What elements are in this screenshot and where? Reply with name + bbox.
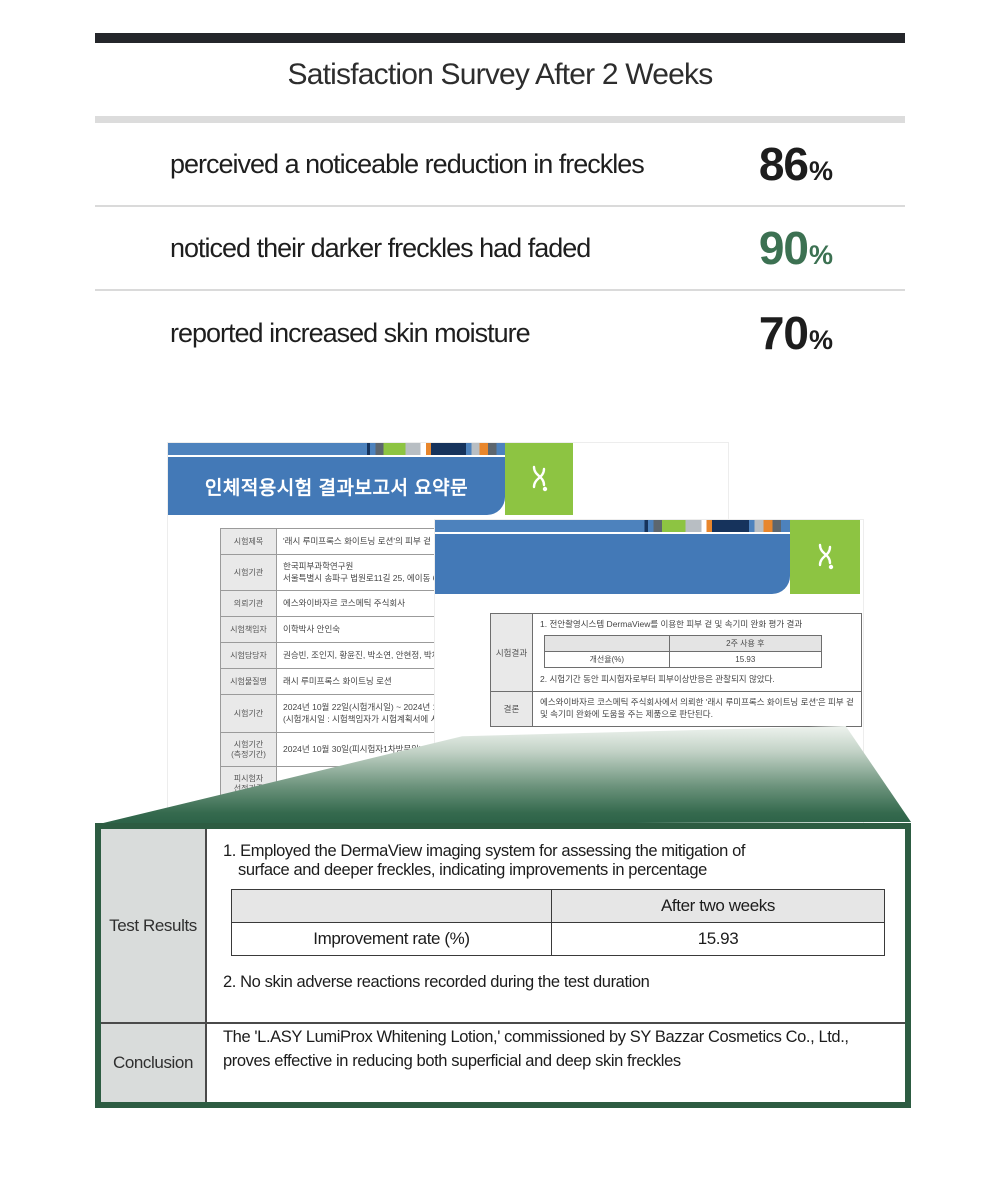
conclusion-row: 결론 에스와이바자르 코스메틱 주식회사에서 의뢰한 '래시 루미프록스 화이트… [491,692,861,726]
result-item-2: 2. No skin adverse reactions recorded du… [223,973,650,991]
result-item-1: 1. 전안촬영시스템 DermaView를 이용한 피부 겉 및 속기미 완화 … [540,619,803,629]
doc2-result-table: 시험결과 1. 전안촬영시스템 DermaView를 이용한 피부 겉 및 속기… [490,613,862,727]
improvement-rate-label: Improvement rate (%) [231,922,552,956]
test-result-row: 시험결과 1. 전안촬영시스템 DermaView를 이용한 피부 겉 및 속기… [491,614,861,693]
top-accent-bar [95,33,905,43]
doc2-header [435,520,863,594]
survey-row-freckle-reduction: perceived a noticeable reduction in frec… [95,123,905,207]
conclusion-text: The 'L.ASY LumiProx Whitening Lotion,' c… [223,1028,849,1070]
improvement-rate-value: 15.93 [550,922,886,956]
empty-header-cell [231,889,552,923]
survey-row-percentage: 86% [758,138,833,190]
result-item-1-line-2: surface and deeper freckles, indicating … [238,861,707,879]
survey-row-skin-moisture: reported increased skin moisture 70% [95,291,905,375]
test-results-label: Test Results [101,829,207,1022]
survey-row-darker-freckles-faded: noticed their darker freckles had faded … [95,207,905,291]
survey-row-percentage-highlight: 90% [758,222,833,274]
doc1-title-banner: 인체적용시험 결과보고서 요약문 [168,457,505,515]
title-divider [95,116,905,123]
survey-row-label: perceived a noticeable reduction in frec… [170,148,645,179]
doc1-title: 인체적용시험 결과보고서 요약문 [204,477,469,499]
after-two-weeks-header: After two weeks [550,889,886,923]
table-row: 시험기간 (측정기간) 2024년 10월 30일(피시험자1차방문일) ~ 2… [221,733,689,767]
conclusion-row: Conclusion The 'L.ASY LumiProx Whitening… [101,1022,905,1102]
conclusion-text-korean: 에스와이바자르 코스메틱 주식회사에서 의뢰한 '래시 루미프록스 화이트닝 로… [540,697,854,720]
page-title: Satisfaction Survey After 2 Weeks [287,58,714,91]
doc2-title-banner [435,534,790,594]
improvement-table-korean: 2주 사용 후 개선율(%) 15.93 [544,634,823,669]
result-item-2: 2. 시험기간 동안 피시험자로부터 피부이상반응은 관찰되지 않았다. [540,674,775,685]
improvement-table: After two weeks Improvement rate (%) 15.… [231,889,886,956]
doc1-header: 인체적용시험 결과보고서 요약문 [168,443,728,515]
survey-row-label: noticed their darker freckles had faded [170,232,591,263]
doc-decorative-stripe [168,443,505,455]
result-item-1-line-1: 1. Employed the DermaView imaging system… [223,842,746,860]
test-results-row: Test Results 1. Employed the DermaView i… [101,829,905,1022]
survey-row-percentage: 70% [758,307,833,359]
doc-logo-box [505,443,573,515]
dna-icon [532,465,548,492]
survey-results-list: perceived a noticeable reduction in frec… [95,123,905,375]
dna-icon [818,543,834,570]
doc-logo-box [790,520,860,594]
translated-results-table: Test Results 1. Employed the DermaView i… [95,823,911,1108]
survey-row-label: reported increased skin moisture [170,317,531,348]
doc-decorative-stripe [435,520,790,532]
conclusion-label: Conclusion [101,1024,207,1102]
